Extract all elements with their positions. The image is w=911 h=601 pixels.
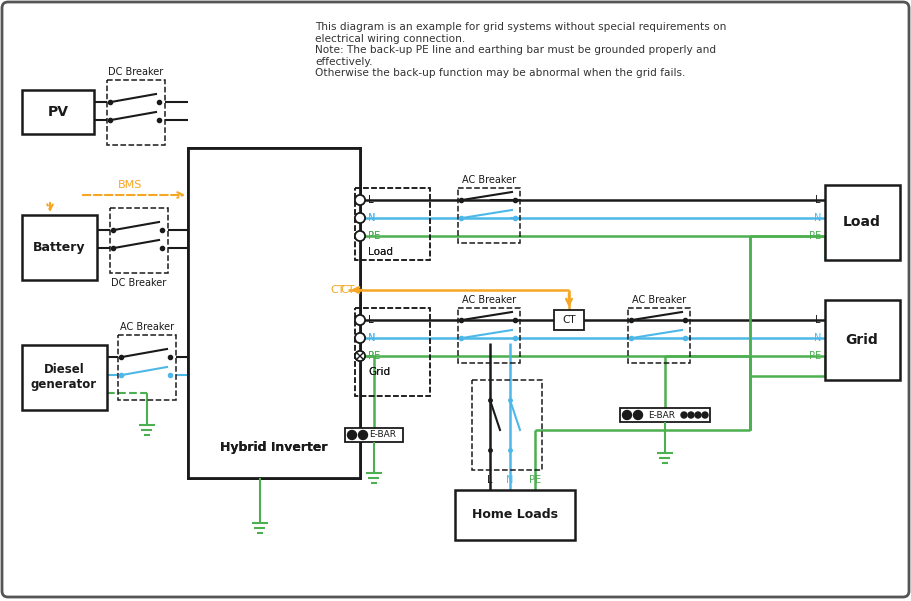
Text: Hybrid Inverter: Hybrid Inverter <box>220 442 327 454</box>
Bar <box>110 208 168 273</box>
Bar <box>824 185 899 260</box>
Text: AC Breaker: AC Breaker <box>462 295 516 305</box>
Text: CT: CT <box>330 285 344 295</box>
Text: Grid: Grid <box>368 367 390 377</box>
Bar <box>118 335 176 400</box>
Text: PE: PE <box>368 351 380 361</box>
Text: E-BAR: E-BAR <box>369 430 396 439</box>
Circle shape <box>354 231 364 241</box>
Text: CT: CT <box>340 285 354 295</box>
Text: PE: PE <box>368 231 380 241</box>
Circle shape <box>354 213 364 223</box>
Bar <box>354 308 429 396</box>
Bar <box>354 188 429 260</box>
Circle shape <box>354 333 364 343</box>
Text: DC Breaker: DC Breaker <box>108 67 163 77</box>
Text: This diagram is an example for grid systems without special requirements on
elec: This diagram is an example for grid syst… <box>314 22 725 78</box>
Text: N: N <box>506 475 513 485</box>
Circle shape <box>354 195 364 205</box>
Bar <box>354 308 429 396</box>
Circle shape <box>354 351 364 361</box>
Circle shape <box>354 231 364 241</box>
Text: L: L <box>814 195 820 205</box>
Circle shape <box>694 412 701 418</box>
Circle shape <box>347 430 356 439</box>
Bar <box>553 310 583 330</box>
Circle shape <box>622 410 630 419</box>
Text: L: L <box>814 315 820 325</box>
Text: N: N <box>368 213 375 223</box>
Bar <box>22 90 94 134</box>
Text: AC Breaker: AC Breaker <box>462 175 516 185</box>
Bar <box>188 148 360 478</box>
Circle shape <box>354 315 364 325</box>
Bar <box>22 215 97 280</box>
Bar <box>824 300 899 380</box>
Bar <box>344 428 403 442</box>
Circle shape <box>354 213 364 223</box>
Bar <box>472 380 541 470</box>
Text: PE: PE <box>808 231 820 241</box>
Text: Grid: Grid <box>844 333 877 347</box>
Text: N: N <box>813 333 820 343</box>
Text: Load: Load <box>368 247 393 257</box>
Circle shape <box>354 195 364 205</box>
Text: L: L <box>368 195 374 205</box>
Circle shape <box>358 430 367 439</box>
Text: BMS: BMS <box>118 180 142 190</box>
Text: Diesel
generator: Diesel generator <box>31 363 97 391</box>
Text: AC Breaker: AC Breaker <box>120 322 174 332</box>
Text: PE: PE <box>808 351 820 361</box>
Text: L: L <box>368 315 374 325</box>
Circle shape <box>687 412 693 418</box>
Text: PE: PE <box>368 231 380 241</box>
Text: N: N <box>368 333 375 343</box>
Text: Hybrid Inverter: Hybrid Inverter <box>220 442 327 454</box>
Text: Load: Load <box>368 247 393 257</box>
Circle shape <box>681 412 686 418</box>
Text: CT: CT <box>561 315 575 325</box>
Text: DC Breaker: DC Breaker <box>111 278 167 288</box>
Bar <box>457 188 519 243</box>
Text: PE: PE <box>368 351 380 361</box>
Text: Grid: Grid <box>368 367 390 377</box>
Bar <box>188 148 360 478</box>
Bar <box>457 308 519 363</box>
Text: L: L <box>368 315 374 325</box>
Bar <box>455 490 574 540</box>
Text: PE: PE <box>528 475 540 485</box>
Circle shape <box>701 412 707 418</box>
Bar <box>619 408 710 422</box>
Text: L: L <box>486 475 492 485</box>
Text: N: N <box>368 213 375 223</box>
Text: Battery: Battery <box>33 240 85 254</box>
Text: N: N <box>368 333 375 343</box>
Text: L: L <box>368 195 374 205</box>
Text: PV: PV <box>47 105 68 119</box>
Bar <box>107 80 165 145</box>
Text: Load: Load <box>842 215 880 229</box>
Bar <box>22 345 107 410</box>
Circle shape <box>354 315 364 325</box>
Text: Home Loads: Home Loads <box>472 508 558 522</box>
Text: N: N <box>813 213 820 223</box>
Text: AC Breaker: AC Breaker <box>631 295 685 305</box>
Bar <box>354 188 429 260</box>
Circle shape <box>354 351 364 361</box>
Circle shape <box>354 333 364 343</box>
Circle shape <box>633 410 641 419</box>
Text: E-BAR: E-BAR <box>648 410 675 419</box>
Bar <box>628 308 690 363</box>
